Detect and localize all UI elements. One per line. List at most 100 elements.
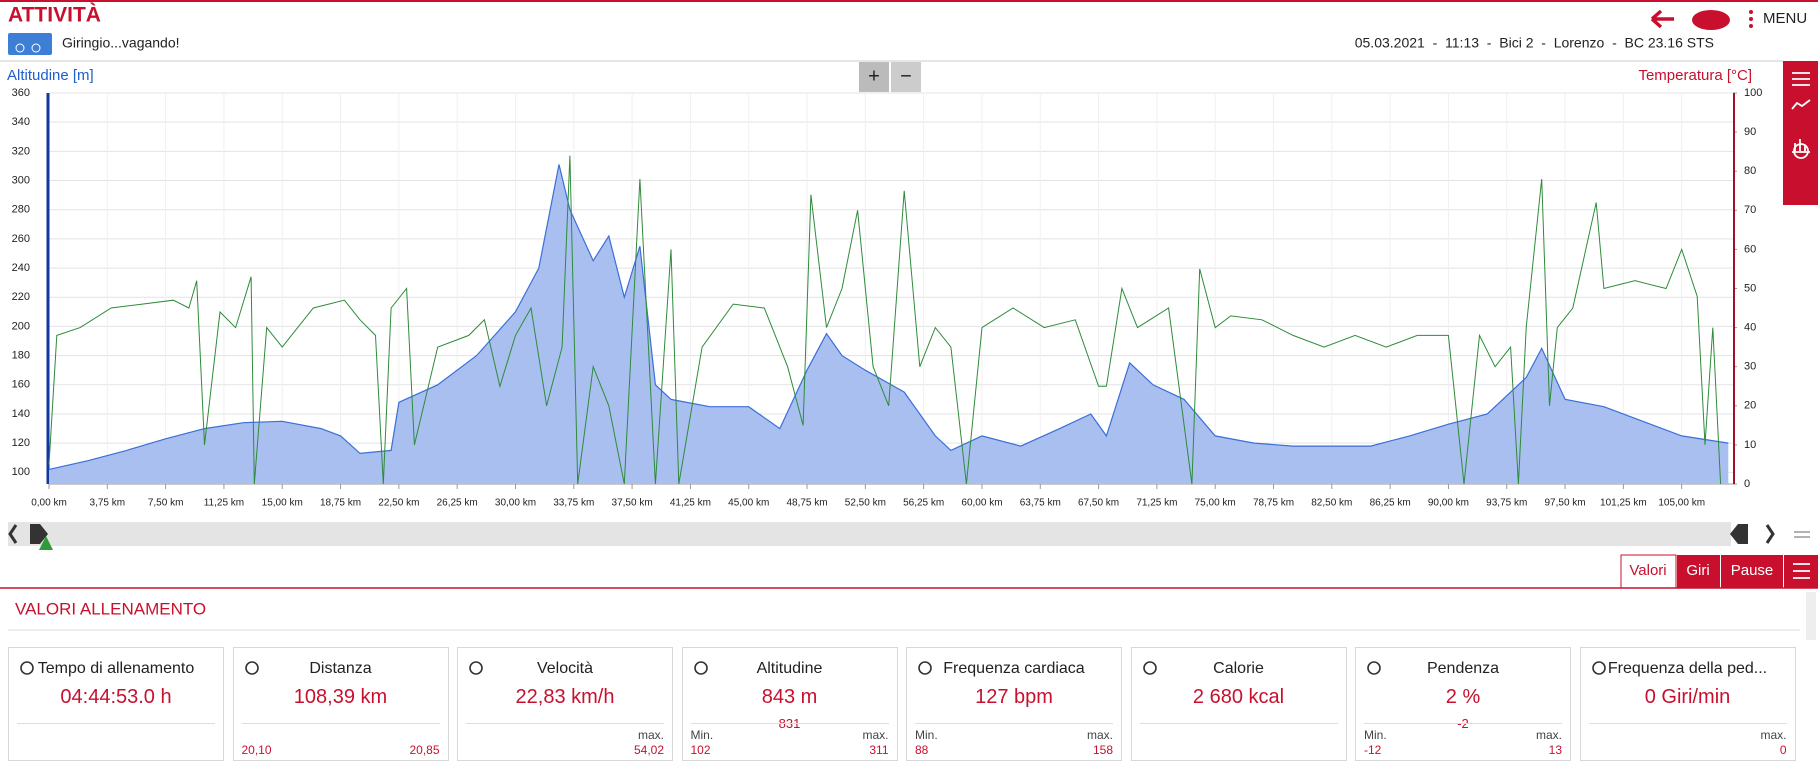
- card-icon: [918, 661, 932, 675]
- x-tick-label: 48,75 km: [786, 498, 827, 509]
- x-tick-label: 15,00 km: [262, 498, 303, 509]
- stat-label: Min.: [690, 728, 714, 742]
- x-tick-label: 75,00 km: [1195, 498, 1236, 509]
- y2-tick-label: 20: [1744, 400, 1756, 412]
- y-tick-label: 280: [12, 204, 30, 216]
- icon-shape: [693, 661, 708, 675]
- stat-value: -12: [1364, 743, 1382, 757]
- area: [49, 164, 1729, 484]
- bike-logo: [8, 33, 52, 55]
- x-tick-label: 63,75 km: [1020, 498, 1061, 509]
- stat-card: Frequenza cardiaca 127 bpm Min. 88 max. 158: [906, 647, 1122, 761]
- tab[interactable]: [1721, 555, 1783, 588]
- logo-wheel: [31, 43, 41, 53]
- range-arrows[interactable]: [8, 524, 1775, 544]
- range-marker[interactable]: [39, 536, 53, 550]
- x-tick-label: 105,00 km: [1658, 498, 1705, 509]
- card-divider: [690, 723, 889, 724]
- stat-card: Velocità 22,83 km/h max. 54,02: [457, 647, 673, 761]
- y-tick-label: 300: [12, 174, 30, 186]
- x-tick-label: 26,25 km: [437, 498, 478, 509]
- activity-name: Giringio...vagando!: [62, 35, 180, 51]
- x-tick-label: 11,25 km: [204, 498, 244, 509]
- x-tick-label: 78,75 km: [1253, 498, 1294, 509]
- stat-card: Distanza 108,39 km 20,10 20,85: [232, 647, 449, 761]
- range-menu[interactable]: [1794, 531, 1810, 538]
- zoom-in-label: +: [868, 65, 880, 87]
- stat-card: Altitudine 843 m 831 Min. 102 max. 311: [681, 647, 898, 761]
- card-value: 0 Giri/min: [1644, 686, 1731, 708]
- card-value: 04:44:53.0 h: [60, 686, 172, 708]
- tab-menu-icon: [1793, 563, 1810, 579]
- menu-dot: [1749, 10, 1753, 14]
- y2-axis-title[interactable]: Temperatura [°C]: [1638, 67, 1752, 84]
- card-title: Tempo di allenamento: [37, 660, 195, 677]
- x-tick-label: 52,50 km: [845, 498, 886, 509]
- stat-card: Pendenza 2 % -2 Min. -12 max. 13: [1355, 647, 1571, 761]
- icon-shape: [244, 661, 259, 675]
- tab-label: Pause: [1731, 562, 1774, 579]
- y2-tick-label: 10: [1744, 439, 1756, 451]
- y-tick-label: 220: [12, 291, 30, 303]
- y-axis-title[interactable]: Altitudine [m]: [7, 67, 94, 84]
- zoom-in[interactable]: [859, 62, 889, 92]
- card-icon: [469, 661, 483, 675]
- x-tick-label: 18,75 km: [320, 498, 361, 509]
- stat-value: 20,85: [409, 743, 440, 757]
- card-value: 2 %: [1445, 686, 1481, 708]
- stat-card: Calorie 2 680 kcal: [1130, 647, 1347, 761]
- x-tick-label: 41,25 km: [670, 498, 711, 509]
- card-value: 127 bpm: [975, 686, 1053, 708]
- y2-tick-label: 50: [1744, 282, 1756, 294]
- menu-button[interactable]: MENU: [1763, 10, 1807, 27]
- card-value: 2 680 kcal: [1192, 686, 1285, 708]
- menu-dot: [1749, 17, 1753, 21]
- tab-active[interactable]: [1620, 554, 1677, 589]
- menu-dot: [1749, 24, 1753, 28]
- x-tick-label: 0,00 km: [31, 498, 67, 509]
- x-tick-label: 22,50 km: [378, 498, 419, 509]
- back-button[interactable]: [1650, 9, 1674, 29]
- icon-shape: [469, 661, 483, 675]
- card-value: 108,39 km: [293, 686, 388, 708]
- tab-label: Giri: [1686, 562, 1709, 579]
- stat-value: 20,10: [241, 743, 272, 757]
- x-tick-label: 37,50 km: [612, 498, 653, 509]
- y-tick-label: 360: [12, 87, 30, 99]
- x-tick-label: 71,25 km: [1136, 498, 1177, 509]
- card-divider: [1139, 723, 1338, 724]
- activity-info: 05.03.2021 - 11:13 - Bici 2 - Lorenzo - …: [1355, 35, 1714, 51]
- plot: 1001201401601802002202402602803003203403…: [12, 87, 1763, 509]
- card-icon: [1367, 661, 1381, 675]
- stat-label: Min.: [915, 728, 938, 742]
- card-divider: [915, 723, 1113, 724]
- y2-tick-label: 40: [1744, 322, 1756, 334]
- icon-shape: [918, 661, 932, 675]
- zoom-out[interactable]: [891, 62, 921, 92]
- card-title: Frequenza della ped...: [1607, 660, 1768, 677]
- stat-value: 88: [915, 743, 929, 757]
- y2-tick-label: 90: [1744, 126, 1756, 138]
- card-icon: [20, 661, 34, 675]
- card-divider: [1588, 723, 1787, 724]
- section-title: VALORI ALLENAMENTO: [15, 599, 206, 618]
- card-icon: [1591, 661, 1606, 675]
- x-tick-label: 7,50 km: [148, 498, 184, 509]
- card-icon: [693, 661, 708, 675]
- card-divider: [17, 723, 215, 724]
- x-tick-label: 3,75 km: [90, 498, 126, 509]
- y2-tick-label: 100: [1744, 87, 1762, 99]
- stat-label: max.: [862, 728, 889, 742]
- sync-button[interactable]: [1692, 10, 1730, 30]
- range-track[interactable]: [8, 522, 1731, 546]
- tab-label: Valori: [1629, 562, 1666, 579]
- x-tick-label: 97,50 km: [1544, 498, 1585, 509]
- scrollbar[interactable]: [1806, 592, 1816, 640]
- stat-value: 158: [1092, 743, 1113, 757]
- side-toolbar[interactable]: [1783, 61, 1818, 205]
- y-tick-label: 260: [12, 233, 30, 245]
- x-tick-label: 93,75 km: [1486, 498, 1527, 509]
- tab[interactable]: [1677, 555, 1720, 588]
- card-divider: [241, 723, 440, 724]
- icon-shape: [1367, 661, 1381, 675]
